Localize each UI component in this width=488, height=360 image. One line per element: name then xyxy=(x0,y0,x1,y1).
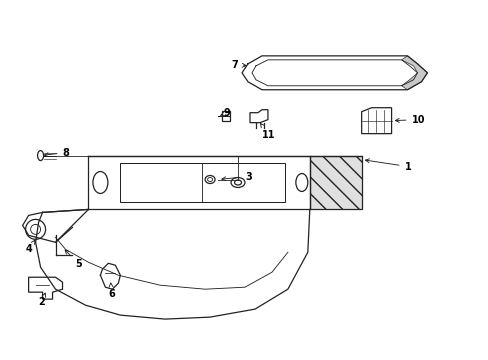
Text: 2: 2 xyxy=(39,293,46,307)
Text: 1: 1 xyxy=(365,159,410,171)
Text: 6: 6 xyxy=(108,283,115,299)
Text: 5: 5 xyxy=(65,250,82,269)
Text: 8: 8 xyxy=(44,148,69,158)
Text: 7: 7 xyxy=(231,60,245,70)
Text: 11: 11 xyxy=(260,123,275,140)
Text: 3: 3 xyxy=(222,171,251,181)
Polygon shape xyxy=(309,156,361,210)
Polygon shape xyxy=(401,56,427,90)
Text: 4: 4 xyxy=(25,240,35,254)
Text: 10: 10 xyxy=(395,115,424,125)
Text: 9: 9 xyxy=(220,108,229,118)
